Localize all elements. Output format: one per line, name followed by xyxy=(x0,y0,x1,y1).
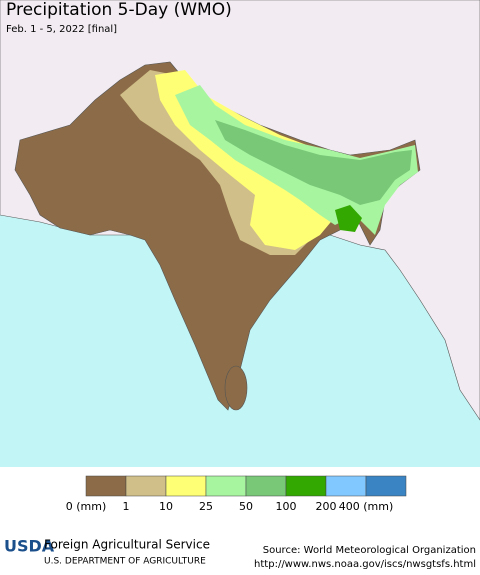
legend-swatch xyxy=(85,475,127,497)
title: Precipitation 5-Day (WMO) xyxy=(6,0,232,20)
dark-green-zone xyxy=(335,205,362,232)
legend-label: 400 (mm) xyxy=(339,500,394,513)
legend-swatch xyxy=(245,475,287,497)
legend-swatch xyxy=(205,475,247,497)
legend-label: 0 (mm) xyxy=(66,500,107,513)
legend-swatch xyxy=(285,475,327,497)
agency: Foreign Agricultural Service xyxy=(44,538,210,552)
mid-green-zone xyxy=(215,120,412,205)
legend-swatch xyxy=(325,475,367,497)
subtitle: Feb. 1 - 5, 2022 [final] xyxy=(6,24,117,35)
legend-label: 25 xyxy=(199,500,213,513)
usda-logo: USDA xyxy=(4,537,55,556)
legend-label: 50 xyxy=(239,500,253,513)
legend-label: 10 xyxy=(159,500,173,513)
map xyxy=(0,0,480,467)
legend-label: 200 xyxy=(316,500,337,513)
legend-label: 100 xyxy=(276,500,297,513)
sri-lanka xyxy=(224,365,248,411)
legend: 0 (mm) 1 10 25 50 100 200 400 (mm) xyxy=(66,475,407,513)
department: U.S. DEPARTMENT OF AGRICULTURE xyxy=(44,557,206,567)
legend-swatch xyxy=(165,475,207,497)
legend-swatch xyxy=(365,475,407,497)
legend-label: 1 xyxy=(123,500,130,513)
legend-swatch xyxy=(125,475,167,497)
source-url: http://www.nws.noaa.gov/iscs/nwsgtsfs.ht… xyxy=(254,559,476,570)
footer: USDA Foreign Agricultural Service U.S. D… xyxy=(4,537,476,571)
source: Source: World Meteorological Organizatio… xyxy=(263,545,476,556)
